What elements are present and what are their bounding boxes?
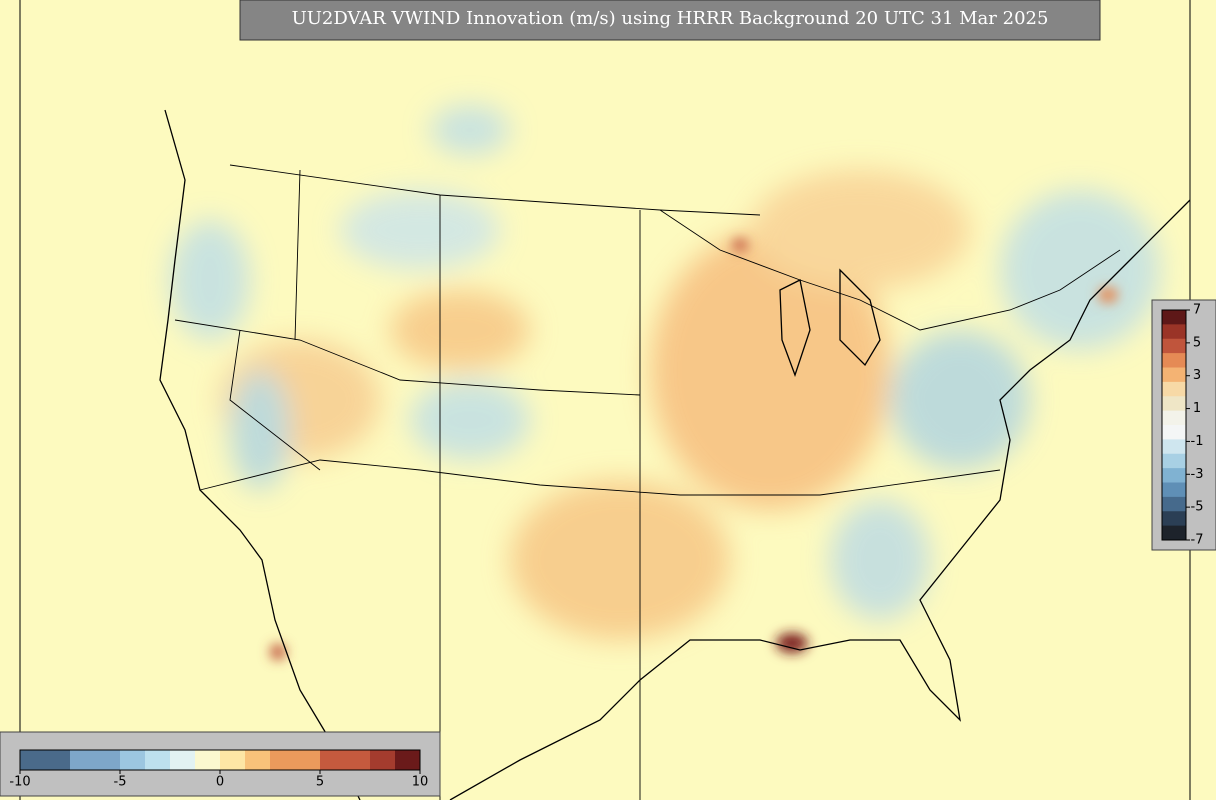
colorbar-segment: [70, 750, 96, 770]
colorbar-tick-label: -5: [1191, 500, 1204, 515]
colorbar-segment: [1162, 482, 1186, 498]
colorbar-segment: [1162, 525, 1186, 541]
colorbar-segment: [245, 750, 271, 770]
colorbar-tick-label: 5: [1193, 335, 1201, 350]
colorbar-segment: [1162, 367, 1186, 383]
colorbar-tick-label: 10: [412, 775, 429, 790]
colorbar-tick-label: 1: [1193, 401, 1201, 416]
colorbar-tick-label: 3: [1193, 368, 1201, 383]
colorbar-segment: [1162, 338, 1186, 354]
innovation-field: [170, 105, 1160, 640]
colorbar-tick-label: 5: [316, 775, 324, 790]
colorbar-segment: [395, 750, 421, 770]
bottom-colorbar: -10 -5 0 5 10: [9, 749, 429, 790]
state-borders: [174, 164, 1121, 800]
colorbar-segment: [1162, 425, 1186, 440]
colorbar-outline: [1161, 309, 1187, 541]
colorbar-segment: [345, 750, 371, 770]
colorbar-segment: [120, 750, 146, 770]
map-title: UU2DVAR VWIND Innovation (m/s) using HRR…: [292, 8, 1049, 29]
colorbar-segment: [1162, 511, 1186, 527]
colorbar-segment: [1162, 468, 1186, 483]
colorbar-segment: [1162, 453, 1186, 469]
colorbar-segment: [370, 750, 396, 770]
colorbar-tick-label: 0: [216, 775, 224, 790]
colorbar-segment: [95, 750, 121, 770]
colorbar-segment: [295, 750, 321, 770]
colorbar-segment: [1162, 324, 1186, 340]
colorbar-segment: [270, 750, 296, 770]
colorbar-segment: [170, 750, 196, 770]
colorbar-segment: [145, 750, 171, 770]
colorbar-segment: [195, 750, 221, 770]
colorbar-tick-label: -5: [114, 775, 127, 790]
colorbar-segment: [220, 750, 246, 770]
right-colorbar: 7 5 3 1 -1 -3 -5 -7: [1161, 303, 1204, 548]
title-box: [239, 0, 1101, 41]
colorbar-segment: [1162, 310, 1186, 325]
colorbar-tick-label: -1: [1191, 434, 1204, 449]
great-lakes: [779, 268, 881, 377]
colorbar-segment: [1162, 496, 1186, 512]
colorbar-segment: [20, 750, 46, 770]
innovation-peaks: [270, 239, 1118, 660]
colorbar-tick-label: -10: [9, 775, 30, 790]
colorbar-segment: [1162, 381, 1186, 397]
colorbar-segment: [45, 750, 71, 770]
colorbar-segment: [1162, 353, 1186, 368]
colorbar-tick-label: -3: [1191, 467, 1204, 482]
colorbar-segment: [1162, 410, 1186, 426]
colorbar-tick-label: 7: [1193, 303, 1201, 318]
colorbar-segment: [1162, 439, 1186, 455]
colorbar-tick-label: -7: [1191, 533, 1204, 548]
colorbar-segment: [1162, 396, 1186, 412]
colorbar-segment: [320, 750, 346, 770]
